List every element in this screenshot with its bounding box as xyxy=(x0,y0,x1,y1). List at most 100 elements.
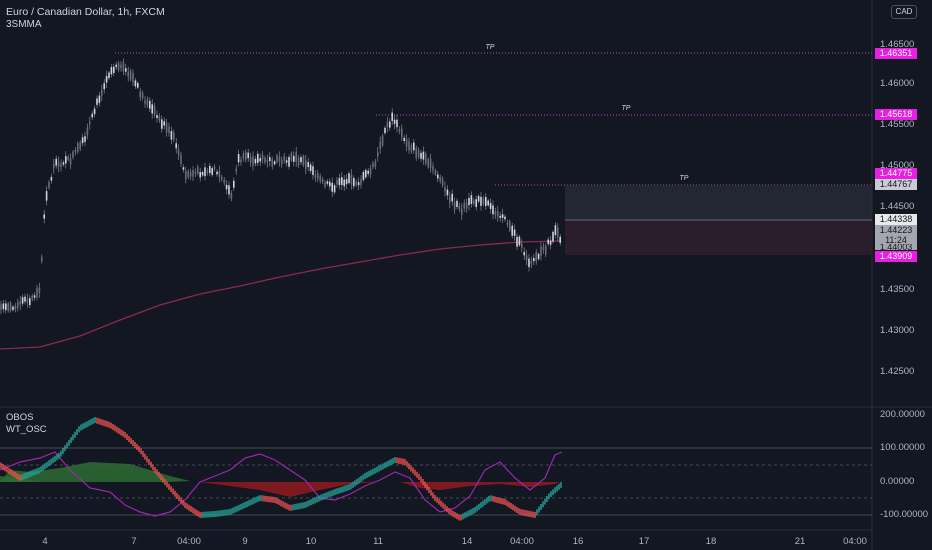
wt-bar xyxy=(400,458,402,465)
candle-body xyxy=(422,151,425,160)
stop-price-tag[interactable]: 1.43909 xyxy=(875,251,917,262)
candle-body xyxy=(545,246,547,255)
wt-bar xyxy=(216,510,218,517)
wt-bar xyxy=(368,470,370,477)
wt-bar xyxy=(500,497,502,504)
candle-body xyxy=(300,157,302,163)
wt-bar xyxy=(324,493,326,499)
candle-body xyxy=(473,200,475,204)
wt-bar xyxy=(406,461,408,468)
wt-bar xyxy=(220,510,222,517)
wt-bar xyxy=(450,509,452,516)
wt-bar xyxy=(482,500,484,507)
candle-body xyxy=(43,214,45,219)
candle-body xyxy=(249,156,252,163)
price-tick: 1.42500 xyxy=(880,366,915,377)
wt-bar xyxy=(314,497,316,504)
candle-body xyxy=(168,126,170,133)
wt-bar xyxy=(516,507,518,513)
candle-body xyxy=(192,170,194,177)
candle-body xyxy=(393,119,396,124)
wt-bar xyxy=(188,504,190,511)
last-price-tag[interactable]: 1.44338 xyxy=(875,214,917,225)
wt-bar xyxy=(30,470,32,477)
wt-bar xyxy=(200,511,202,518)
time-tick: 7 xyxy=(131,536,137,547)
candle-body xyxy=(533,257,535,262)
osc-tick: 0.00000 xyxy=(880,476,915,487)
candle-body xyxy=(69,158,72,165)
loss-zone[interactable] xyxy=(565,220,872,255)
candle-body xyxy=(557,227,559,237)
wt-bar xyxy=(12,470,14,477)
wt-bar xyxy=(42,464,44,471)
wt-bar xyxy=(296,503,298,510)
currency-badge[interactable]: CAD xyxy=(891,5,917,19)
candle-body xyxy=(283,156,285,161)
candle-body xyxy=(29,298,31,306)
wt-bar xyxy=(532,511,534,518)
smma-line[interactable] xyxy=(0,240,561,350)
wt-bar xyxy=(334,489,336,495)
candle-body xyxy=(24,296,26,302)
candle-body xyxy=(254,158,257,164)
candle-body xyxy=(158,116,161,121)
wt-bar xyxy=(524,510,526,516)
candlestick-series[interactable] xyxy=(0,58,561,315)
wt-bar xyxy=(182,499,184,506)
wt-bar xyxy=(278,499,280,506)
candle-body xyxy=(266,160,269,163)
candle-body xyxy=(153,106,156,115)
candle-body xyxy=(480,196,482,206)
candle-body xyxy=(343,179,345,187)
wt-bar xyxy=(34,469,36,475)
candle-body xyxy=(453,202,456,210)
candle-body xyxy=(91,113,93,118)
candle-body xyxy=(65,156,67,164)
osc-subname[interactable]: WT_OSC xyxy=(6,424,47,435)
candle-body xyxy=(374,161,377,167)
tp3-price-tag[interactable]: 1.44775 xyxy=(875,168,917,179)
wt-bar xyxy=(380,464,382,471)
tp2-price-tag[interactable]: 1.45618 xyxy=(875,109,917,120)
wt-bar xyxy=(166,481,168,488)
candle-body xyxy=(108,72,110,79)
wt-bar xyxy=(474,507,476,513)
candle-body xyxy=(326,181,329,184)
wt-bar xyxy=(548,493,550,500)
wt-bar xyxy=(428,487,430,493)
wt-bar xyxy=(414,469,416,476)
indicator-label[interactable]: 3SMMA xyxy=(6,19,42,30)
wt-bar xyxy=(430,489,432,496)
wt-bar xyxy=(310,499,312,506)
wt-bar xyxy=(260,495,262,502)
tp-label-3: TP xyxy=(679,175,689,182)
symbol-title[interactable]: Euro / Canadian Dollar, 1h, FXCM xyxy=(6,6,165,18)
candle-body xyxy=(55,158,57,166)
close-price-tag[interactable]: 1.44223 xyxy=(875,225,917,236)
candle-body xyxy=(139,91,141,98)
candle-body xyxy=(360,179,362,185)
wt-bar xyxy=(410,465,412,472)
wt-bar xyxy=(158,471,160,478)
wt-bar xyxy=(156,469,158,476)
candle-body xyxy=(127,71,129,77)
wt-oscillator-series[interactable] xyxy=(0,417,562,521)
osc-name[interactable]: OBOS xyxy=(6,412,34,423)
candle-body xyxy=(245,151,247,160)
entry-price-tag[interactable]: 1.44767 xyxy=(875,179,917,190)
wt-bar xyxy=(46,461,48,468)
wt-bar xyxy=(464,512,466,519)
wt-bar xyxy=(90,419,92,426)
candle-body xyxy=(2,303,5,310)
wt-bar xyxy=(18,474,20,481)
wt-bar xyxy=(268,496,270,503)
profit-zone[interactable] xyxy=(565,185,872,220)
candle-body xyxy=(74,149,77,153)
candle-body xyxy=(468,197,470,206)
osc-signal-line[interactable] xyxy=(0,451,563,517)
wt-bar xyxy=(444,504,446,511)
tp1-price-tag[interactable]: 1.46351 xyxy=(875,48,917,59)
candle-body xyxy=(475,199,477,208)
